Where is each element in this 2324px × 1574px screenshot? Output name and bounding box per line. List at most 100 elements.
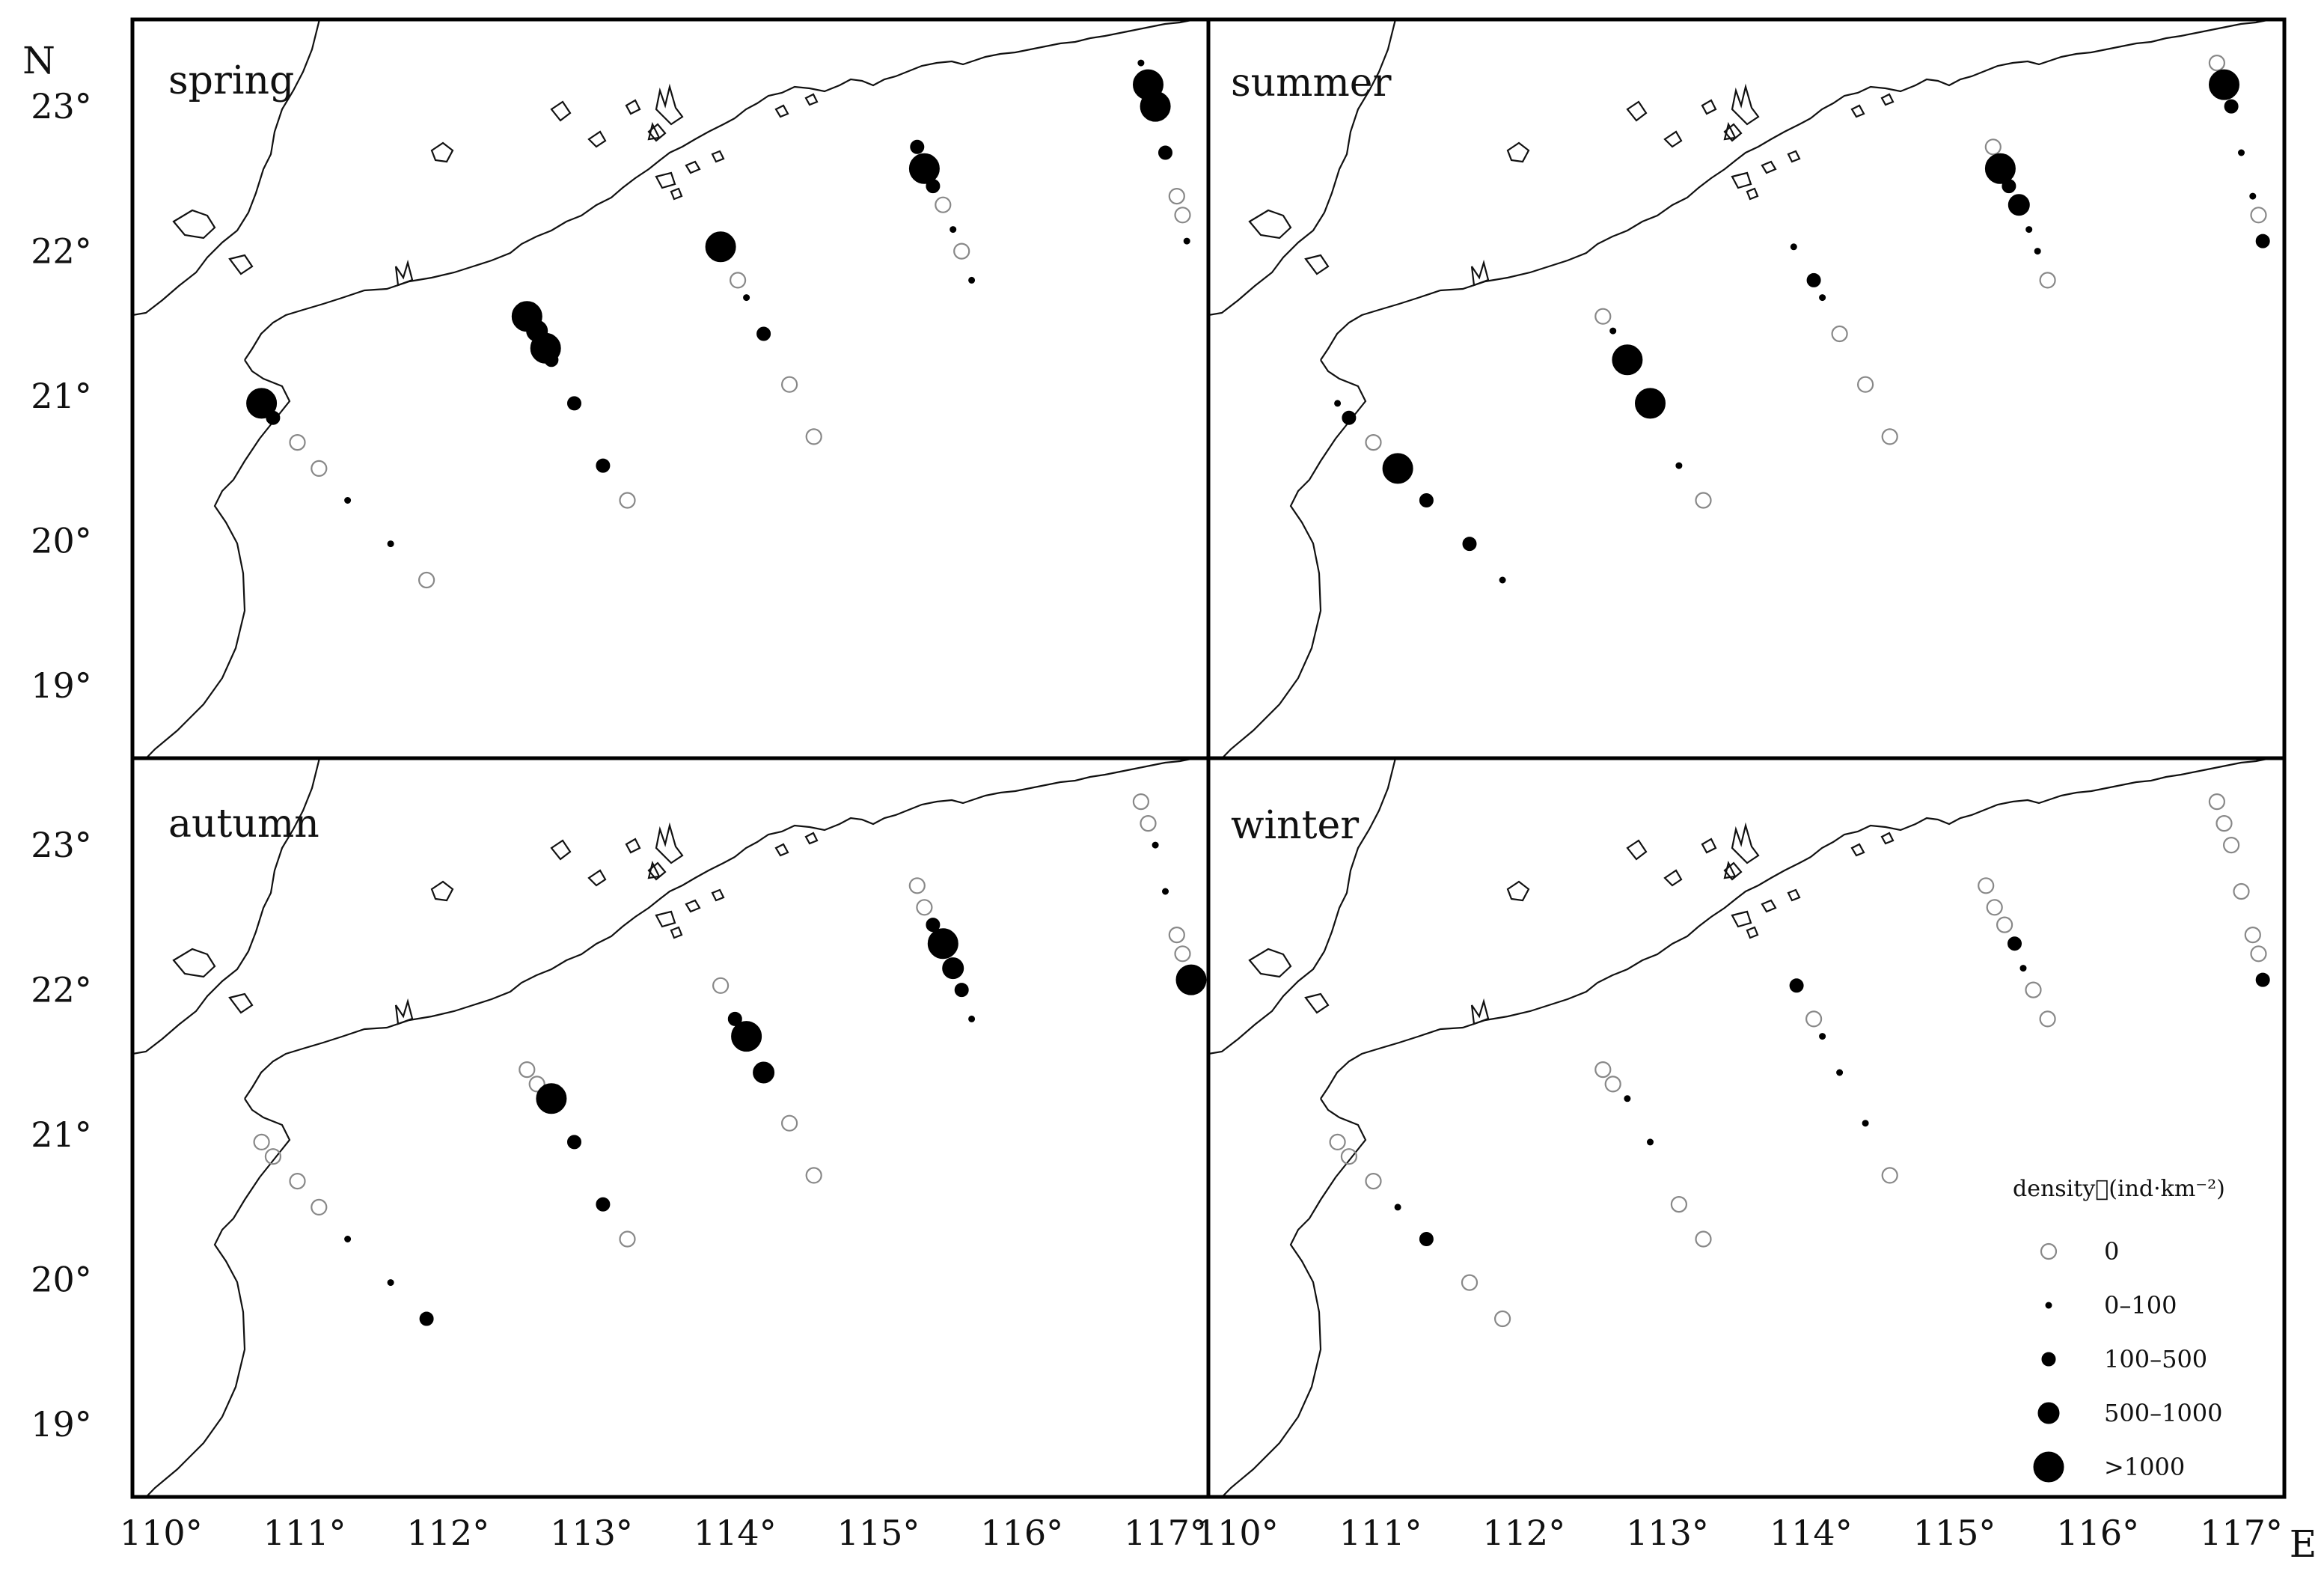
station-point: [2007, 936, 2022, 951]
estuary-outline: [1470, 822, 1760, 1025]
season-label: spring: [168, 58, 294, 103]
station-point: [2250, 207, 2267, 224]
north-axis-letter: N: [22, 39, 55, 82]
station-point: [1365, 433, 1382, 451]
island-outline: [1701, 99, 1717, 115]
island-outline: [774, 104, 789, 118]
station-point: [1635, 388, 1666, 419]
station-point: [1819, 294, 1826, 302]
legend-symbol: [2037, 1402, 2060, 1424]
station-point: [1978, 877, 1995, 894]
station-point: [805, 1167, 822, 1184]
lat-tick-label: 22°: [31, 231, 92, 272]
station-point: [927, 928, 958, 960]
station-point: [311, 460, 328, 478]
station-point: [753, 1061, 775, 1084]
island-outline: [430, 880, 454, 902]
station-point: [2249, 192, 2257, 200]
station-point: [1862, 1120, 1869, 1127]
island-outline: [1701, 838, 1717, 854]
station-point: [743, 294, 750, 302]
lon-tick-label: 115°: [837, 1513, 920, 1553]
island-outline: [1761, 899, 1777, 913]
station-point: [2222, 836, 2240, 854]
legend-symbol: [2041, 1352, 2056, 1367]
station-point: [935, 196, 952, 213]
station-point: [910, 139, 925, 154]
lon-tick-label: 114°: [694, 1513, 777, 1553]
island-outline: [1731, 910, 1752, 928]
station-point: [619, 492, 636, 509]
station-point: [2255, 972, 2270, 987]
station-point: [1836, 1069, 1844, 1076]
legend-label: 100–500: [2104, 1345, 2207, 1373]
station-point: [2025, 981, 2042, 998]
station-point: [1174, 207, 1191, 224]
island-outline: [670, 926, 683, 939]
island-outline: [430, 141, 454, 163]
island-outline: [587, 130, 607, 148]
island-outline: [550, 839, 572, 861]
station-point: [1881, 428, 1898, 445]
station-point: [1175, 964, 1207, 995]
station-point: [311, 1198, 328, 1216]
station-point: [419, 1311, 434, 1326]
panel-clip-winter: [1208, 758, 2272, 1497]
island-outline: [647, 123, 667, 142]
station-point: [1168, 927, 1185, 944]
island-outline: [1731, 171, 1752, 189]
station-point: [1604, 1076, 1621, 1093]
island-outline: [1746, 187, 1759, 201]
island-outline: [1723, 861, 1743, 881]
island-outline: [711, 150, 725, 163]
station-point: [1140, 814, 1157, 832]
station-point: [289, 1172, 306, 1190]
station-point: [950, 226, 957, 234]
station-point: [756, 326, 771, 341]
station-point: [2255, 234, 2270, 248]
station-point: [731, 1021, 762, 1052]
station-point: [264, 1148, 281, 1165]
station-point: [942, 957, 964, 980]
island-outline: [1850, 104, 1865, 118]
station-point: [519, 1061, 536, 1079]
lon-tick-label: 117°: [1124, 1513, 1207, 1553]
island-outline: [711, 888, 725, 902]
station-point: [780, 1114, 798, 1132]
station-point: [1624, 1095, 1631, 1102]
station-point: [1612, 344, 1643, 376]
station-point: [1819, 1033, 1826, 1040]
station-point: [289, 433, 306, 451]
lat-tick-label: 21°: [31, 376, 92, 416]
station-point: [344, 1236, 352, 1242]
station-point: [528, 1076, 545, 1093]
station-point: [916, 899, 933, 916]
lon-tick-label: 114°: [1770, 1513, 1853, 1553]
island-outline: [1626, 100, 1648, 122]
island-outline: [1761, 160, 1777, 174]
station-point: [1461, 1274, 1479, 1291]
season-label: autumn: [168, 802, 319, 847]
station-point: [1183, 237, 1190, 245]
station-point: [387, 540, 394, 548]
station-point: [968, 1015, 976, 1022]
station-point: [1670, 1195, 1688, 1213]
lat-tick-label: 22°: [31, 970, 92, 1010]
lon-tick-label: 112°: [406, 1513, 489, 1553]
island-outline: [228, 992, 254, 1014]
station-point: [1168, 188, 1185, 205]
station-point: [2039, 1010, 2056, 1028]
station-point: [1340, 1148, 1357, 1165]
station-point: [1594, 1061, 1612, 1079]
lon-tick-label: 113°: [1626, 1513, 1709, 1553]
panel-clip-summer: [1208, 19, 2272, 758]
panel-content-summer: [1208, 19, 2272, 758]
station-point: [1382, 453, 1413, 484]
station-point: [2224, 99, 2239, 114]
island-outline: [1248, 948, 1292, 978]
island-outline: [228, 254, 254, 275]
panel-content-autumn: [132, 758, 1207, 1497]
station-point: [1647, 1138, 1654, 1146]
estuary-outline: [394, 83, 684, 287]
map-panels: spring summer autumn winter: [132, 19, 2272, 1497]
